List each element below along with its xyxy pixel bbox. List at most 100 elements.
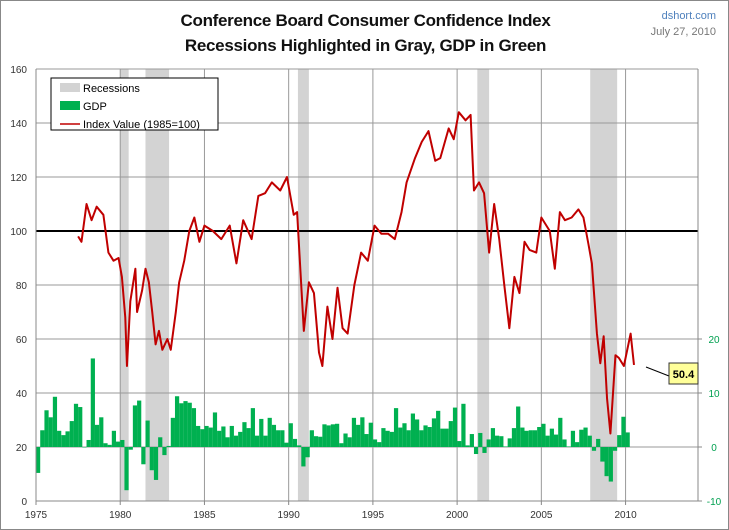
gdp-bar (608, 447, 613, 482)
y-tick-label: 0 (21, 497, 27, 508)
gdp-bar (406, 430, 411, 447)
gdp-bar (246, 428, 251, 447)
gdp-bar (440, 428, 445, 447)
gdp-bar (495, 435, 500, 447)
gdp-bar (532, 430, 538, 447)
gdp-bar (562, 439, 567, 447)
y2-tick-label: -10 (707, 497, 722, 508)
gdp-bar (61, 435, 66, 447)
gdp-bar (444, 428, 449, 447)
gdp-bar (145, 420, 150, 447)
gdp-bar (482, 447, 487, 453)
gdp-bar (69, 421, 74, 447)
gdp-bar (90, 358, 95, 447)
gdp-bar (541, 423, 546, 447)
gdp-bar (528, 430, 533, 447)
gdp-bar (596, 438, 601, 447)
chart-title: Conference Board Consumer Confidence Ind… (180, 11, 551, 30)
gdp-bar (330, 424, 335, 447)
gdp-bar (238, 431, 243, 447)
gdp-bar (36, 447, 41, 473)
gdp-bar (259, 418, 264, 447)
gdp-bar (549, 428, 554, 447)
gdp-bar (385, 430, 390, 447)
gdp-bar (86, 439, 91, 447)
gdp-bar (516, 406, 521, 447)
gdp-bar (301, 447, 306, 467)
legend-swatch-gdp (60, 101, 80, 110)
gdp-bar (284, 442, 289, 447)
gdp-bar (469, 434, 474, 447)
gdp-bar (309, 430, 314, 447)
gdp-bar (107, 444, 112, 447)
gdp-bar (200, 429, 205, 447)
gdp-bar (545, 435, 550, 447)
gdp-bar (537, 427, 542, 447)
gdp-bar (461, 403, 466, 447)
gdp-bar (570, 430, 576, 447)
gdp-bar (334, 423, 340, 447)
gdp-bar (465, 445, 470, 447)
gdp-bar (217, 430, 222, 447)
gdp-bar (225, 437, 230, 447)
gdp-bar (229, 425, 234, 447)
y-tick-label: 120 (10, 173, 27, 184)
gdp-bar (351, 417, 357, 447)
gdp-bar (120, 439, 125, 447)
callout: 50.4 (645, 362, 699, 385)
y2-tick-label: 10 (708, 389, 720, 400)
gdp-bar (271, 424, 277, 447)
gdp-bar (448, 421, 453, 447)
gdp-bar (179, 403, 184, 447)
gdp-bar (343, 433, 348, 447)
y-tick-label: 160 (10, 65, 27, 76)
gdp-bar (288, 423, 293, 447)
legend-label-index: Index Value (1985=100) (83, 119, 200, 131)
source-label: dshort.com (661, 10, 716, 22)
gdp-bar (183, 401, 188, 447)
gdp-bar (170, 417, 175, 447)
legend: Recessions GDP Index Value (1985=100) (50, 77, 219, 131)
x-tick-label: 1985 (193, 510, 216, 521)
date-label: July 27, 2010 (650, 26, 716, 38)
gdp-bar (612, 447, 618, 451)
index-line (77, 111, 635, 435)
gdp-bar (132, 405, 138, 447)
gdp-bar (292, 438, 298, 447)
x-tick-label: 2000 (446, 510, 469, 521)
gdp-bar (128, 447, 133, 450)
gdp-bar (499, 436, 504, 447)
y-tick-label: 100 (10, 227, 27, 238)
gdp-bar (591, 447, 597, 451)
gdp-bar (372, 439, 378, 447)
gdp-bar (524, 430, 529, 447)
gdp-bar (318, 436, 323, 447)
gdp-bar (604, 447, 609, 477)
gdp-bar (511, 428, 517, 447)
gdp-bar (305, 447, 310, 458)
gdp-bar (82, 447, 87, 448)
gdp-bar (276, 430, 281, 447)
gdp-bar (339, 443, 344, 447)
gdp-bar (242, 422, 247, 447)
gdp-bar (600, 447, 605, 462)
x-tick-label: 1980 (109, 510, 132, 521)
gdp-bar (313, 436, 319, 447)
y-tick-label: 80 (16, 281, 28, 292)
gdp-bar (322, 424, 327, 447)
gdp-bar (457, 441, 462, 447)
y-tick-label: 20 (16, 443, 28, 454)
legend-label-recessions: Recessions (83, 83, 140, 95)
gdp-bar (196, 425, 201, 447)
gdp-bar (221, 426, 226, 447)
gdp-bar (57, 430, 62, 447)
gdp-bar (78, 407, 83, 447)
gdp-bar (553, 434, 559, 447)
gdp-bar (558, 417, 563, 447)
gdp-bar (137, 400, 142, 447)
x-tick-label: 1990 (278, 510, 301, 521)
gdp-bar (381, 428, 386, 447)
gdp-bar (410, 413, 416, 447)
gdp-bar (204, 425, 209, 447)
gdp-bar (587, 435, 592, 447)
